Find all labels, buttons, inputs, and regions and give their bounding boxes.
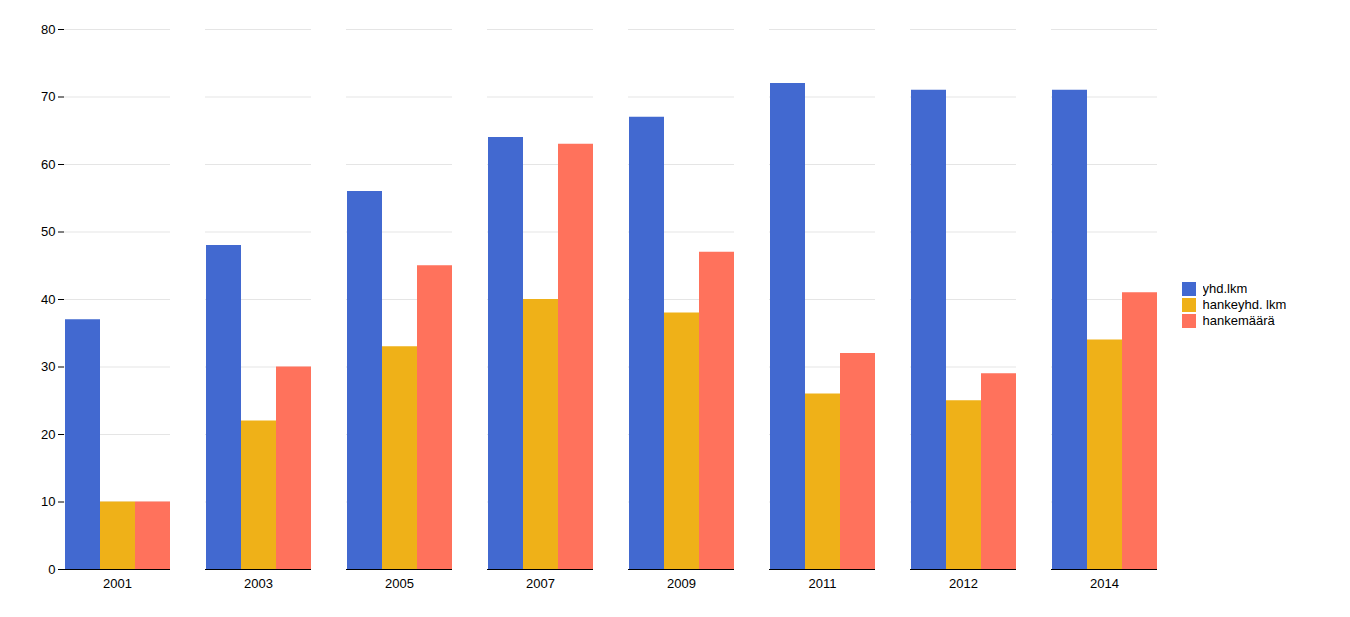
svg-text:2009: 2009	[667, 575, 696, 590]
svg-text:2005: 2005	[385, 575, 414, 590]
svg-text:80: 80	[41, 21, 55, 36]
svg-text:40: 40	[41, 291, 55, 306]
svg-text:50: 50	[41, 224, 55, 239]
svg-text:0: 0	[48, 561, 55, 576]
svg-text:2001: 2001	[103, 575, 132, 590]
svg-text:2003: 2003	[244, 575, 273, 590]
svg-text:2007: 2007	[526, 575, 555, 590]
svg-text:30: 30	[41, 359, 55, 374]
svg-text:10: 10	[41, 494, 55, 509]
html-text:hankemäärä: hankemäärä	[1202, 313, 1275, 329]
svg-text:20: 20	[41, 426, 55, 441]
html-text:yhd.lkm: yhd.lkm	[1202, 281, 1248, 297]
html-text:hankeyhd. lkm: hankeyhd. lkm	[1202, 297, 1287, 313]
svg-text:60: 60	[41, 156, 55, 171]
svg-text:2014: 2014	[1090, 575, 1119, 590]
svg-text:2011: 2011	[809, 575, 837, 590]
svg-text:70: 70	[41, 89, 55, 104]
svg-text:2012: 2012	[949, 575, 978, 590]
